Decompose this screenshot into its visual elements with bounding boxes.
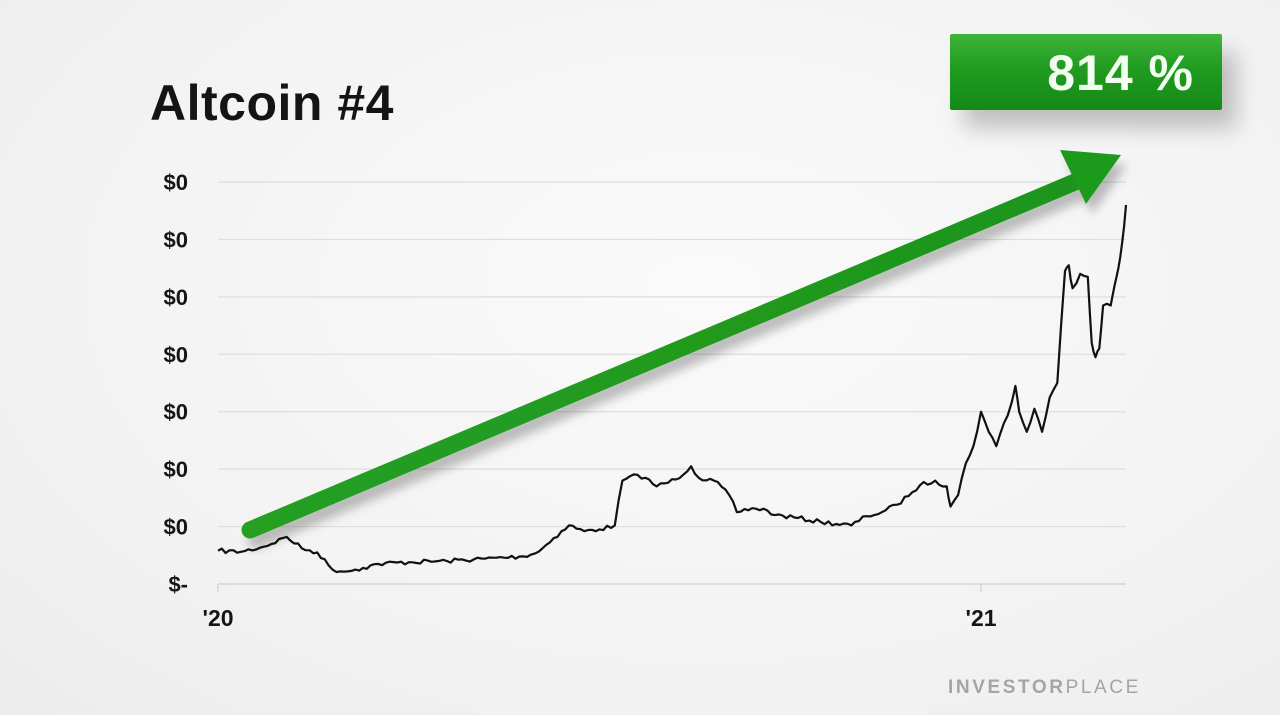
- y-tick-label: $0: [164, 285, 188, 310]
- y-axis-ticks: $0 $0 $0 $0 $0 $0 $0 $-: [164, 170, 188, 597]
- brand-light: PLACE: [1065, 677, 1141, 698]
- y-tick-label: $0: [164, 342, 188, 367]
- price-series-line: [217, 204, 1128, 574]
- chart-title: Altcoin #4: [150, 75, 394, 131]
- y-tick-label: $-: [168, 572, 188, 597]
- gain-badge: 814 %: [950, 34, 1222, 110]
- x-tick-label: '20: [202, 605, 233, 631]
- growth-arrow-shaft: [241, 173, 1084, 539]
- investorplace-logo: INVESTORPLACE: [948, 678, 1141, 697]
- y-tick-label: $0: [164, 227, 188, 252]
- y-tick-label: $0: [164, 457, 188, 482]
- brand-bold: INVESTOR: [948, 677, 1066, 698]
- x-tick-label: '21: [965, 605, 996, 631]
- growth-arrow-head: [1060, 150, 1121, 204]
- y-tick-label: $0: [164, 170, 188, 195]
- growth-arrow: [241, 150, 1121, 539]
- y-tick-label: $0: [164, 515, 188, 540]
- x-axis-ticks: '20 '21: [202, 584, 997, 631]
- y-tick-label: $0: [164, 400, 188, 425]
- gain-percent: 814 %: [1047, 45, 1194, 101]
- gridlines: [218, 181, 1126, 585]
